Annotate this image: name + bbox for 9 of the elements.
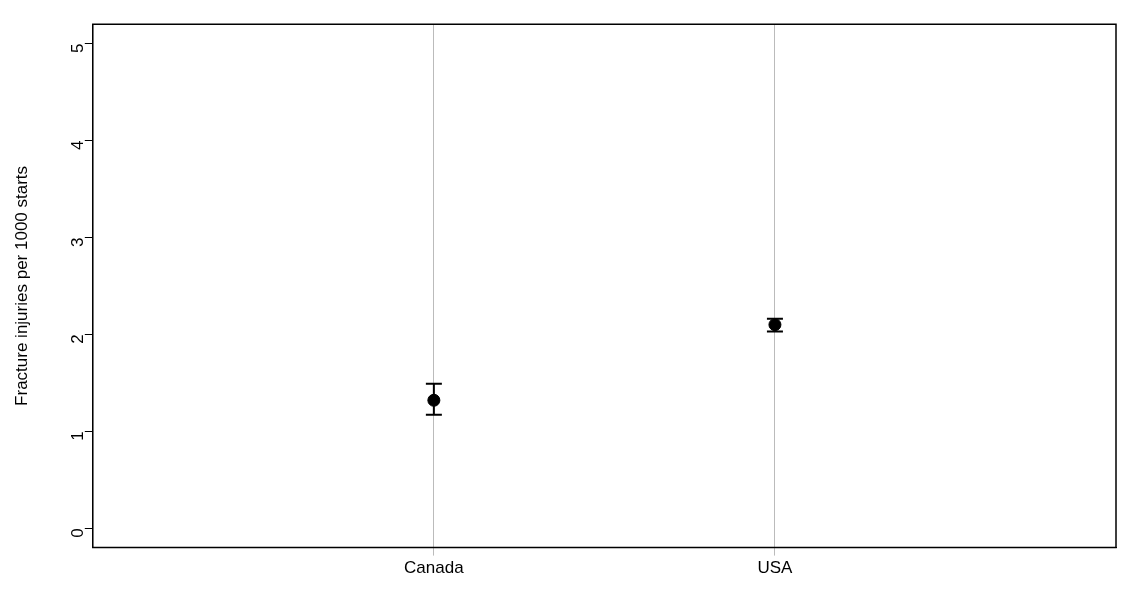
y-tick-label: 0 (68, 528, 88, 538)
y-tick-label: 3 (68, 237, 88, 247)
y-axis-title: Fracture injuries per 1000 starts (11, 165, 31, 406)
y-tick-label: 1 (68, 431, 88, 441)
x-tick-label: Canada (404, 558, 465, 578)
y-tick-label: 4 (68, 140, 88, 150)
y-tick-label: 2 (68, 334, 88, 344)
x-tick-label: USA (757, 558, 794, 578)
y-tick-label: 5 (68, 43, 88, 54)
